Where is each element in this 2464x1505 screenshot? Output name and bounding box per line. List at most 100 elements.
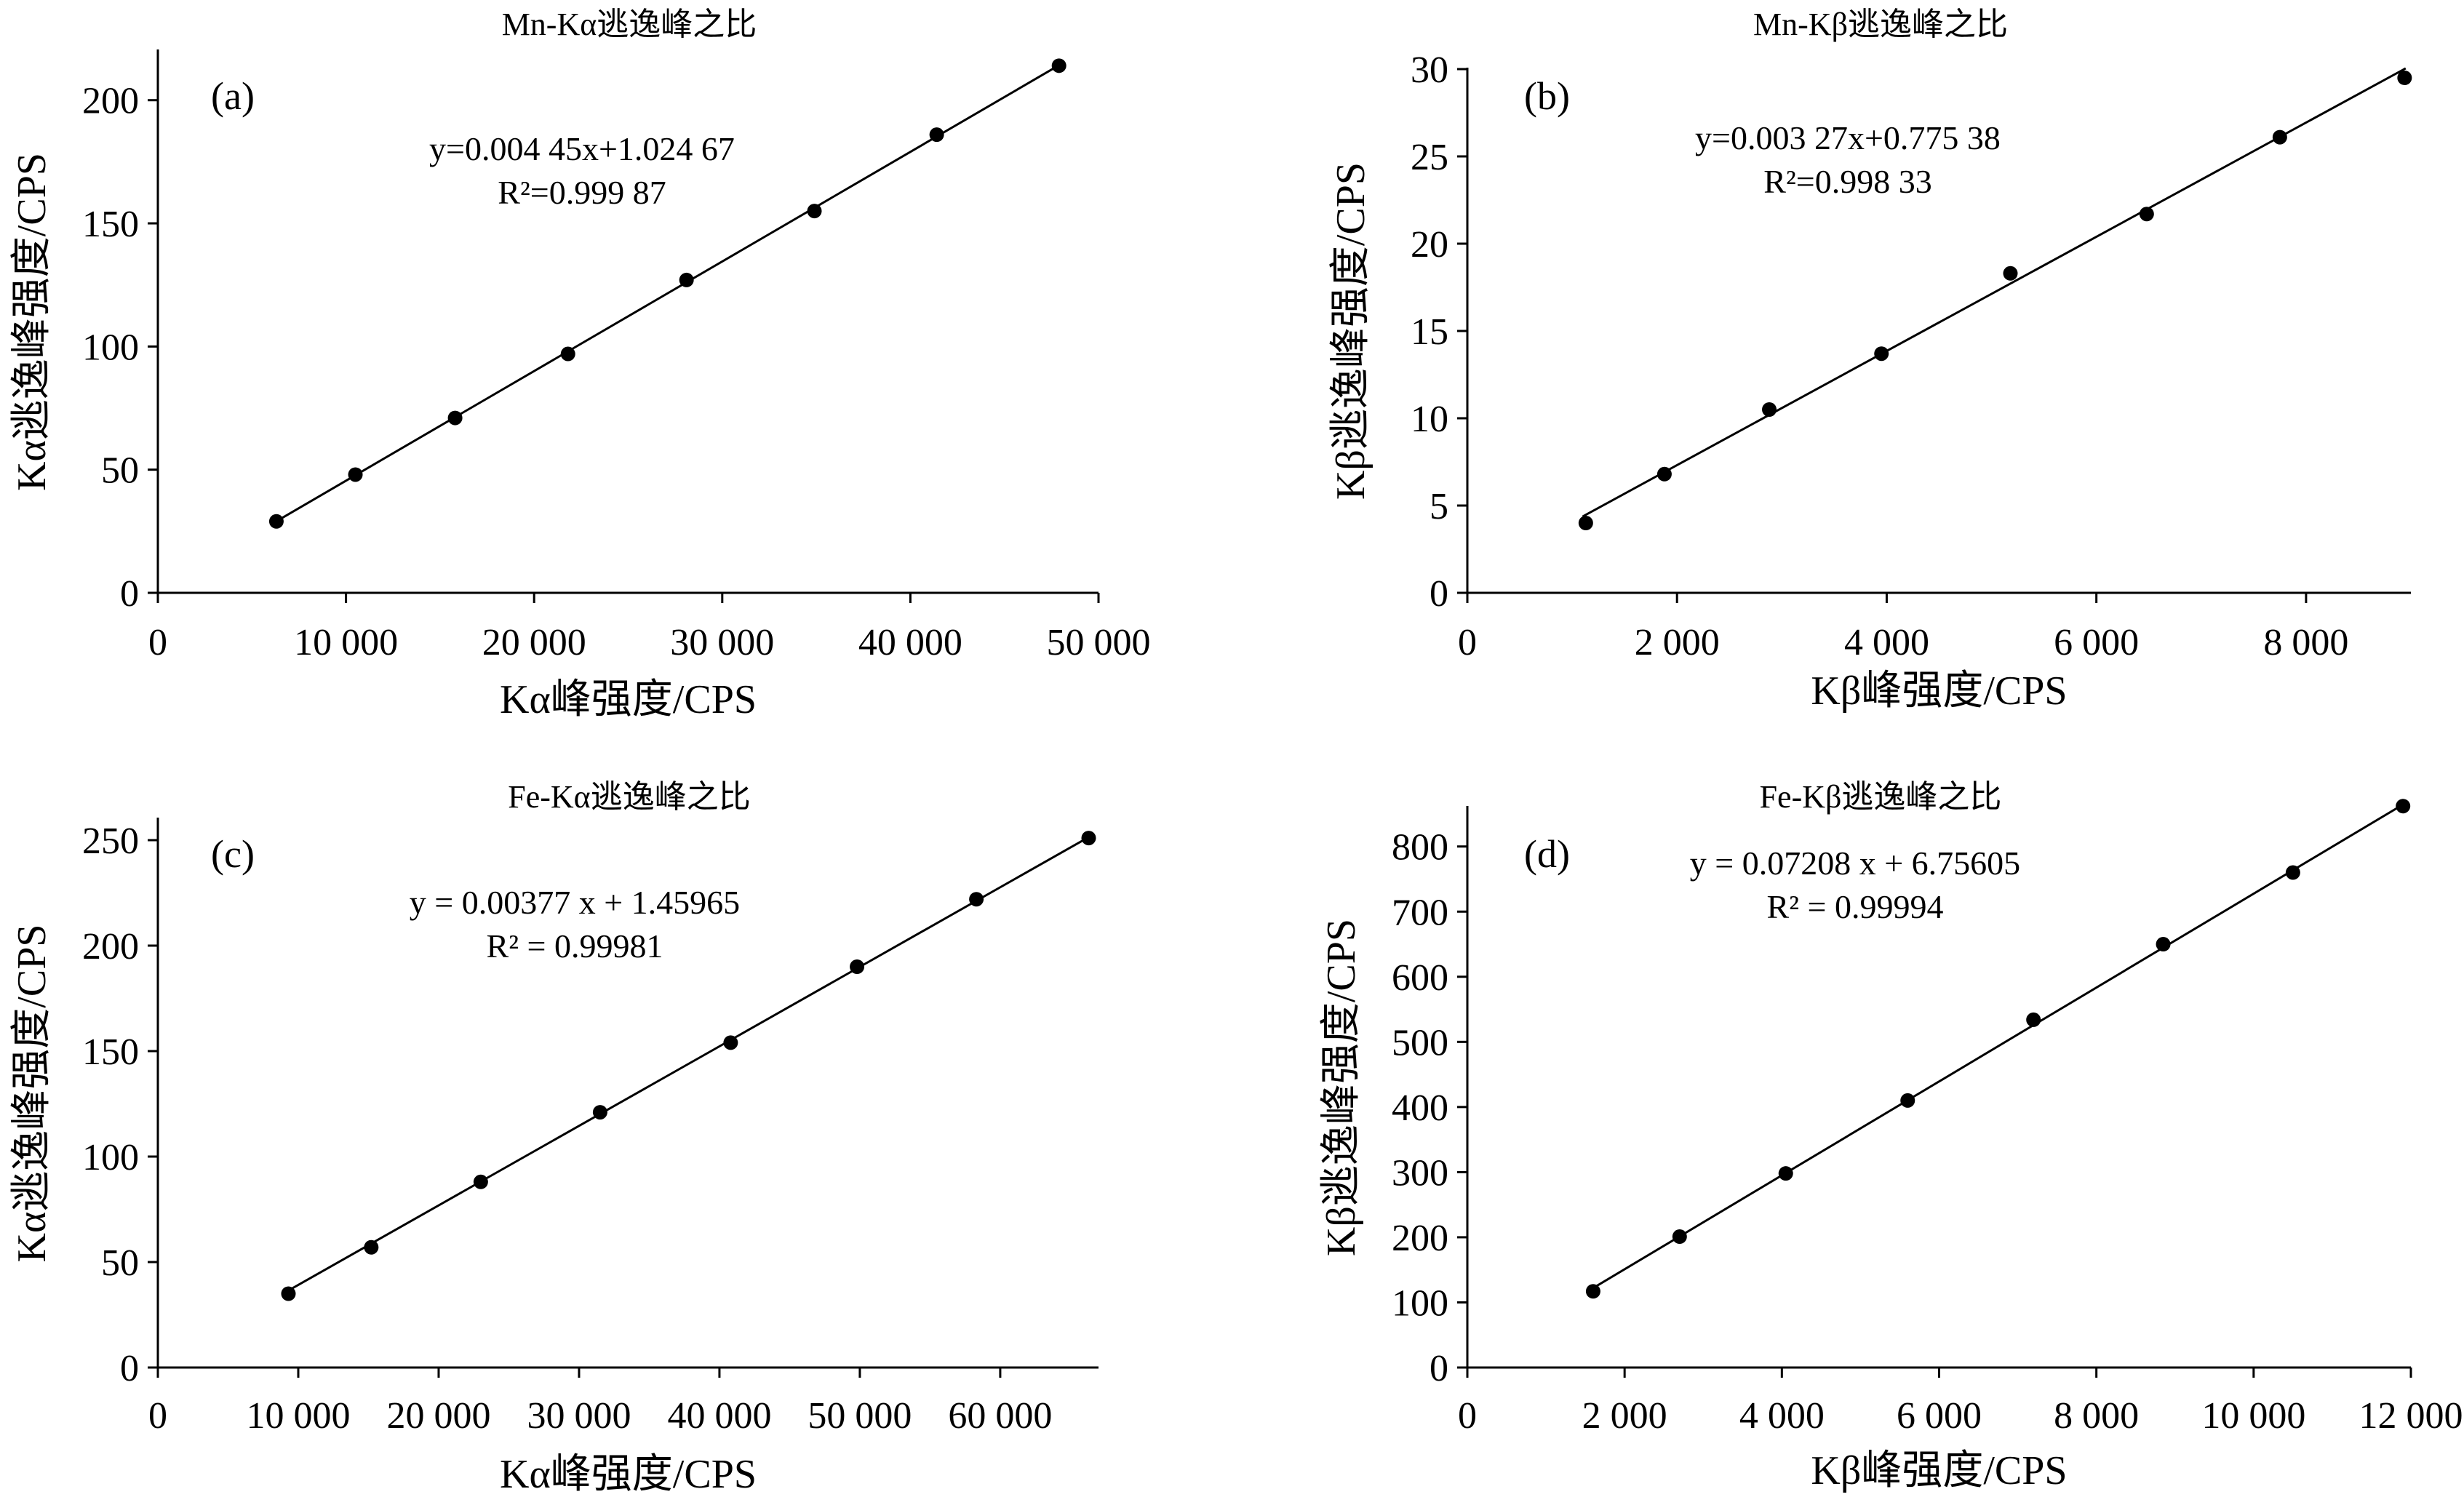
chart-title: Mn-Kα逃逸峰之比 — [502, 7, 757, 42]
data-point — [1578, 516, 1593, 530]
panel-label: (d) — [1524, 832, 1570, 876]
fit-equation-line: R²=0.999 87 — [498, 174, 666, 211]
x-axis-label: Kβ峰强度/CPS — [1811, 668, 2067, 714]
data-point — [1874, 346, 1889, 362]
y-tick-label: 5 — [1430, 486, 1448, 527]
x-tick-label: 0 — [148, 622, 167, 663]
fit-equation-line: y=0.004 45x+1.024 67 — [429, 130, 735, 167]
fit-line — [1582, 67, 2407, 518]
data-point — [281, 1286, 296, 1301]
x-tick-label: 40 000 — [858, 622, 962, 663]
x-tick-label: 4 000 — [1739, 1395, 1825, 1437]
data-point — [1762, 402, 1777, 417]
data-point — [1081, 831, 1096, 846]
panel-c: 0 10 000 20 000 30 000 40 000 50 000 60 000 0 50… — [9, 779, 1099, 1497]
x-tick-label: 50 000 — [808, 1395, 912, 1437]
y-tick-label: 50 — [101, 450, 139, 492]
y-tick-label: 250 — [82, 821, 139, 862]
fit-equation-line: R² = 0.99994 — [1767, 888, 1944, 925]
panel-d: 0 2 000 4 000 6 000 8 000 10 000 12 000 0 100 200… — [1319, 779, 2463, 1493]
y-tick-label: 0 — [120, 573, 139, 615]
y-tick-label: 400 — [1392, 1087, 1448, 1129]
data-point — [2156, 937, 2171, 952]
data-point — [1051, 58, 1066, 73]
data-point — [2272, 129, 2287, 145]
data-point — [2285, 865, 2300, 880]
x-tick-label: 40 000 — [667, 1395, 771, 1437]
data-point — [2139, 207, 2154, 222]
data-point — [1656, 466, 1672, 482]
y-tick-label: 200 — [82, 926, 139, 967]
y-tick-label: 200 — [1392, 1218, 1448, 1259]
y-tick-label: 700 — [1392, 892, 1448, 933]
x-tick-label: 30 000 — [527, 1395, 631, 1437]
x-tick-label: 10 000 — [2201, 1395, 2305, 1437]
x-tick-label: 0 — [148, 1395, 167, 1437]
fit-equation-line: R² = 0.99981 — [487, 927, 663, 965]
fit-line — [276, 63, 1062, 522]
x-tick-label: 2 000 — [1582, 1395, 1667, 1437]
panel-label: (c) — [211, 832, 255, 876]
data-point — [473, 1174, 488, 1189]
y-tick-label: 15 — [1411, 311, 1448, 353]
x-tick-label: 0 — [1458, 1395, 1477, 1437]
panel-label: (a) — [211, 74, 255, 118]
y-tick-label: 0 — [1430, 573, 1448, 615]
x-tick-label: 8 000 — [2263, 622, 2348, 663]
data-point — [1778, 1166, 1793, 1181]
data-point — [1672, 1229, 1687, 1245]
x-tick-label: 10 000 — [294, 622, 398, 663]
x-axis-label: Kα峰强度/CPS — [500, 677, 757, 722]
x-tick-label: 2 000 — [1635, 622, 1720, 663]
y-tick-label: 10 — [1411, 399, 1448, 440]
data-point — [268, 514, 284, 529]
data-point — [348, 467, 363, 482]
x-tick-label: 20 000 — [386, 1395, 490, 1437]
x-tick-label: 6 000 — [2054, 622, 2139, 663]
chart-title: Fe-Kα逃逸峰之比 — [508, 779, 750, 815]
fit-line — [1588, 801, 2408, 1292]
y-tick-label: 150 — [82, 1031, 139, 1073]
data-point — [447, 410, 463, 426]
data-point — [807, 204, 822, 219]
x-tick-label: 50 000 — [1047, 622, 1151, 663]
x-tick-label: 0 — [1458, 622, 1477, 663]
x-tick-label: 30 000 — [670, 622, 774, 663]
data-point — [364, 1239, 379, 1255]
data-point — [723, 1035, 738, 1050]
y-tick-label: 100 — [82, 1137, 139, 1178]
y-tick-label: 25 — [1411, 137, 1448, 178]
y-axis-label: Kβ逃逸峰强度/CPS — [1328, 162, 1373, 500]
data-point — [2003, 266, 2018, 281]
data-point — [592, 1105, 607, 1120]
y-tick-label: 150 — [82, 204, 139, 245]
x-tick-label: 4 000 — [1844, 622, 1929, 663]
y-tick-label: 20 — [1411, 224, 1448, 266]
panel-b: 0 2 000 4 000 6 000 8 000 0 5 10 15 20 25 30 Mn-Kβ逃逸… — [1328, 7, 2412, 714]
data-point — [2026, 1012, 2041, 1027]
y-axis-label: Kβ逃逸峰强度/CPS — [1319, 919, 1364, 1256]
fit-equation-line: y=0.003 27x+0.775 38 — [1695, 119, 2001, 156]
panel-label: (b) — [1524, 74, 1570, 118]
y-tick-label: 0 — [120, 1348, 139, 1389]
x-tick-label: 60 000 — [948, 1395, 1052, 1437]
x-axis-label: Kβ峰强度/CPS — [1811, 1448, 2067, 1493]
y-tick-label: 100 — [82, 327, 139, 368]
y-axis-label: Kα逃逸峰强度/CPS — [9, 153, 55, 491]
data-point — [850, 959, 865, 974]
fit-equation-line: y = 0.07208 x + 6.75605 — [1690, 845, 2020, 882]
panel-a: 0 10 000 20 000 30 000 40 000 50 000 0 50 100 150… — [9, 7, 1151, 722]
x-tick-label: 10 000 — [246, 1395, 350, 1437]
y-tick-label: 800 — [1392, 827, 1448, 869]
data-point — [2397, 71, 2412, 85]
chart-title: Fe-Kβ逃逸峰之比 — [1760, 779, 2002, 815]
data-point — [1900, 1093, 1915, 1108]
data-point — [679, 272, 694, 287]
y-tick-label: 500 — [1392, 1022, 1448, 1063]
y-tick-label: 200 — [82, 81, 139, 122]
y-tick-label: 50 — [101, 1242, 139, 1284]
fit-equation-line: y = 0.00377 x + 1.45965 — [410, 884, 740, 921]
y-tick-label: 100 — [1392, 1282, 1448, 1324]
